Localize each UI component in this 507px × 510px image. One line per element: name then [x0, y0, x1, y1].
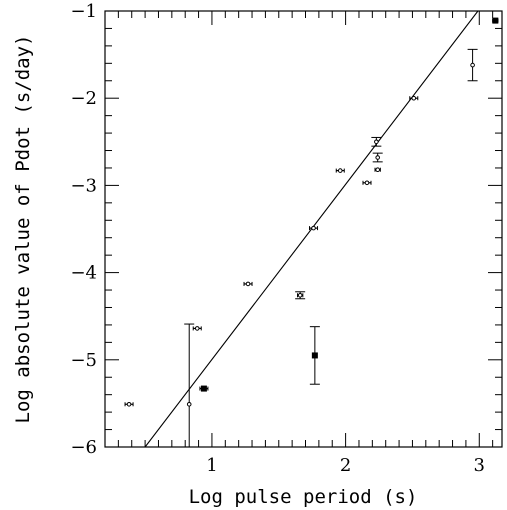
- square-marker: [492, 17, 499, 24]
- x-tick-label: 2: [340, 455, 351, 476]
- axis-ticks: [105, 10, 502, 448]
- tick-labels: 1 2 3 −6 −5 −4 −3 −2 −1: [70, 1, 485, 476]
- x-axis-title: Log pulse period (s): [189, 486, 418, 508]
- data-point: [192, 326, 202, 331]
- y-tick-label: −2: [70, 88, 97, 109]
- square-marker: [200, 385, 207, 392]
- dot-marker: [375, 167, 380, 173]
- dot-marker: [374, 139, 379, 145]
- data-point: [492, 17, 499, 24]
- dot-marker: [245, 281, 251, 287]
- dot-marker: [311, 225, 316, 231]
- dot-marker: [297, 292, 303, 298]
- data-point: [243, 281, 253, 287]
- data-point: [124, 401, 134, 407]
- y-tick-label: −1: [70, 1, 97, 22]
- dot-marker: [375, 155, 380, 160]
- data-point: [374, 167, 381, 173]
- data-points: [124, 17, 499, 447]
- dot-marker: [470, 62, 475, 68]
- data-point: [409, 95, 419, 101]
- data-point: [335, 168, 345, 173]
- data-point: [372, 152, 383, 163]
- dot-marker: [411, 95, 417, 101]
- y-axis-title: Log absolute value of Pdot (s/day): [12, 35, 34, 424]
- data-point: [309, 326, 320, 385]
- data-point: [309, 225, 319, 231]
- data-point: [199, 385, 209, 392]
- dot-marker: [126, 401, 132, 407]
- data-point: [362, 180, 372, 186]
- square-marker: [311, 352, 318, 359]
- plot-frame: [104, 10, 503, 448]
- data-point: [295, 291, 306, 300]
- data-point: [184, 323, 195, 447]
- y-tick-label: −6: [70, 437, 97, 458]
- y-tick-label: −3: [70, 175, 97, 196]
- y-tick-label: −5: [70, 350, 97, 371]
- dot-marker: [364, 180, 370, 186]
- dot-marker: [186, 401, 192, 407]
- dot-marker: [194, 326, 200, 331]
- x-tick-label: 3: [474, 455, 485, 476]
- data-point: [371, 136, 382, 147]
- dot-marker: [337, 168, 343, 173]
- plot-clip-group: [124, 11, 499, 447]
- y-tick-label: −4: [70, 263, 97, 284]
- data-point: [467, 48, 478, 82]
- x-tick-label: 1: [206, 455, 217, 476]
